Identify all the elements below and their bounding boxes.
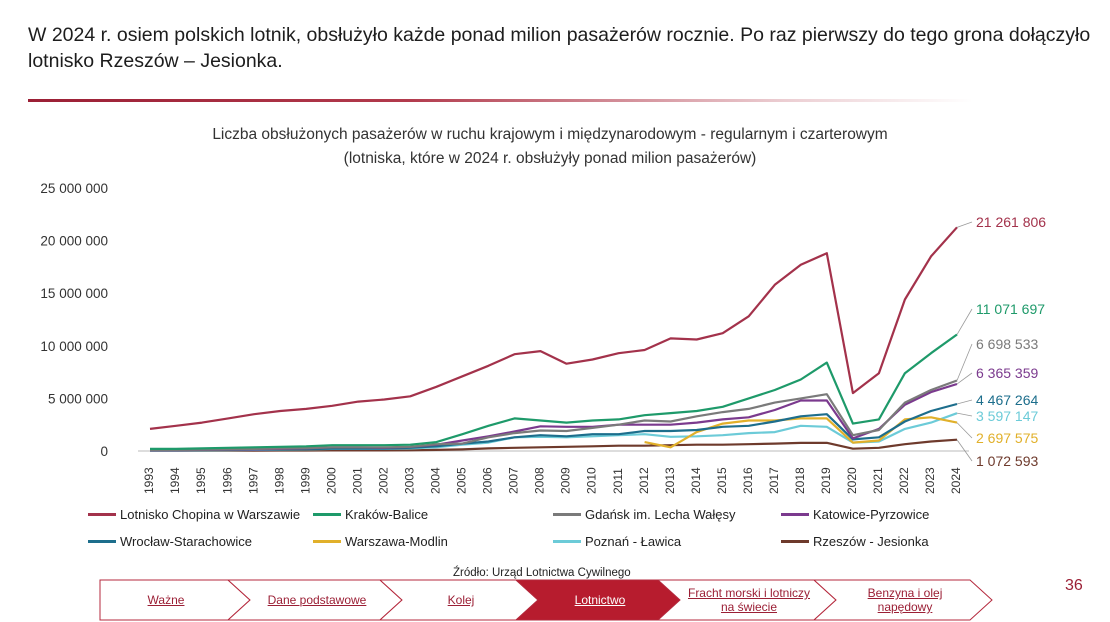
series-end-label: 6 365 359 [976,365,1038,381]
series-end-label: 2 697 575 [976,430,1038,446]
x-tick-label: 2013 [663,467,677,494]
legend-item: Wrocław-Starachowice [88,534,252,549]
x-tick-label: 1997 [246,467,260,494]
end-label-leader [956,308,973,335]
x-tick-label: 2016 [741,467,755,494]
series-line [150,333,958,450]
x-tick-label: 2000 [324,467,338,494]
x-tick-label: 2008 [533,467,547,494]
series-end-label: 6 698 533 [976,336,1038,352]
x-tick-label: 1995 [194,467,208,494]
series-end-label: 4 467 264 [976,392,1038,408]
legend-item: Kraków-Balice [313,507,428,522]
x-tick-label: 2023 [923,467,937,494]
legend-item: Rzeszów - Jesionka [781,534,929,549]
y-tick-label: 15 000 000 [40,286,108,301]
y-tick-label: 5 000 000 [48,391,108,406]
x-tick-label: 1998 [272,467,286,494]
legend-label: Warszawa-Modlin [345,534,448,549]
x-tick-label: 2004 [429,467,443,494]
x-tick-label: 1996 [220,467,234,494]
legend-swatch [553,513,581,516]
x-tick-label: 2003 [402,467,416,494]
legend-label: Rzeszów - Jesionka [813,534,929,549]
x-tick-label: 2014 [689,467,703,494]
nav-tab[interactable]: Benzyna i olej napędowy [867,586,943,614]
legend-swatch [781,540,809,543]
headline: W 2024 r. osiem polskich lotnik, obsłuży… [28,24,1091,72]
legend-item: Poznań - Ławica [553,534,681,549]
series-line [644,416,958,449]
legend-swatch [88,513,116,516]
nav-tab[interactable]: Ważne [147,593,185,607]
x-tick-label: 2011 [611,468,625,494]
legend-swatch [313,513,341,516]
series-end-label: 1 072 593 [976,453,1038,469]
legend-item: Katowice-Pyrzowice [781,507,929,522]
x-tick-label: 2015 [715,467,729,494]
x-tick-label: 1999 [298,467,312,494]
page-number: 36 [1065,577,1083,594]
nav-tab[interactable]: Lotnictwo [574,593,626,607]
legend-swatch [553,540,581,543]
legend-swatch [88,540,116,543]
x-tick-label: 2019 [819,467,833,494]
series-end-label: 21 261 806 [976,214,1046,230]
nav-tab[interactable]: Kolej [447,593,475,607]
x-tick-label: 2024 [949,467,963,494]
end-label-leader [956,399,973,405]
y-tick-label: 10 000 000 [40,339,108,354]
nav-tab[interactable]: Fracht morski i lotniczy na świecie [687,586,811,614]
end-label-leader [956,343,973,381]
x-tick-label: 2006 [481,467,495,494]
x-tick-label: 2009 [559,467,573,494]
x-tick-label: 2012 [637,467,651,494]
series-line [149,226,958,430]
x-tick-label: 2022 [897,467,911,494]
end-label-leader [956,412,973,417]
legend-label: Poznań - Ławica [585,534,682,549]
x-tick-label: 2005 [455,467,469,494]
legend-swatch [781,513,809,516]
x-tick-label: 2001 [350,467,364,494]
x-tick-label: 2021 [871,467,885,494]
x-tick-label: 2007 [507,467,521,494]
legend-item: Gdańsk im. Lecha Wałęsy [553,507,736,522]
y-tick-label: 0 [100,444,108,459]
legend-label: Lotnisko Chopina w Warszawie [120,507,301,522]
legend-label: Kraków-Balice [345,507,429,522]
series-end-label: 11 071 697 [976,301,1045,317]
legend-item: Warszawa-Modlin [313,534,448,549]
series-end-label: 3 597 147 [976,408,1038,424]
series-line [150,382,958,452]
chart-title: Liczba obsłużonych pasażerów w ruchu kra… [212,126,888,143]
x-tick-label: 1994 [168,467,182,494]
chart-subtitle: (lotniska, które w 2024 r. obsłużyły pon… [343,150,757,167]
x-tick-label: 2018 [793,467,807,494]
headline-divider [28,99,973,102]
end-label-leader [956,422,973,439]
end-label-leader [956,439,973,462]
legend-label: Gdańsk im. Lecha Wałęsy [585,507,736,522]
y-tick-label: 20 000 000 [40,234,108,249]
y-tick-label: 25 000 000 [40,181,108,196]
legend-label: Katowice-Pyrzowice [813,507,930,522]
x-tick-label: 2020 [845,467,859,494]
legend-item: Lotnisko Chopina w Warszawie [88,507,300,522]
x-tick-label: 1993 [142,467,156,494]
x-tick-label: 2002 [376,467,390,494]
end-label-leader [956,372,973,385]
series-line [150,379,958,451]
source-note: Źródło: Urząd Lotnictwa Cywilnego [453,567,631,579]
end-label-leader [956,221,973,228]
x-tick-label: 2017 [767,467,781,494]
legend-label: Wrocław-Starachowice [120,534,252,549]
nav-tab[interactable]: Dane podstawowe [267,593,367,607]
legend-swatch [313,540,341,543]
x-tick-label: 2010 [585,467,599,494]
